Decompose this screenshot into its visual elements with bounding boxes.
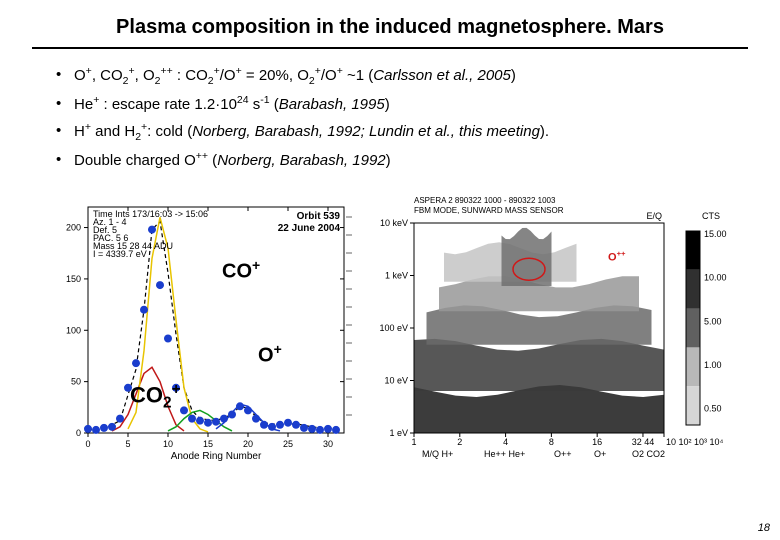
opp-label: O++ (608, 249, 626, 264)
svg-text:FBM MODE, SUNWARD MASS SENSOR: FBM MODE, SUNWARD MASS SENSOR (414, 206, 564, 215)
svg-text:E/Q: E/Q (646, 211, 662, 221)
svg-text:1: 1 (411, 437, 416, 447)
svg-text:0: 0 (76, 428, 81, 438)
svg-text:32 44: 32 44 (632, 437, 655, 447)
right-chart: ASPERA 2 890322 1000 - 890322 1003FBM MO… (374, 193, 734, 463)
bullet-item: •Double charged O++ (Norberg, Barabash, … (56, 148, 724, 173)
bullet-list: •O+, CO2+, O2++ : CO2+/O+ = 20%, O2+/O+ … (0, 63, 780, 173)
slide-title: Plasma composition in the induced magnet… (0, 0, 780, 47)
left-chart: 051015202530050100150200Time Ints 173/16… (40, 193, 360, 463)
svg-text:10: 10 (163, 439, 173, 449)
species-label: CO2+ (130, 381, 181, 413)
svg-text:200: 200 (66, 222, 81, 232)
species-label: O+ (258, 341, 282, 368)
bullet-item: •H+ and H2+: cold (Norberg, Barabash, 19… (56, 119, 724, 146)
bullet-item: •He+ : escape rate 1.2·1024 s-1 (Barabas… (56, 92, 724, 117)
svg-text:O2 CO2: O2 CO2 (632, 449, 665, 459)
svg-text:25: 25 (283, 439, 293, 449)
left-chart-svg: 051015202530050100150200Time Ints 173/16… (40, 193, 360, 463)
svg-text:Orbit 539: Orbit 539 (297, 211, 341, 222)
figure-row: 051015202530050100150200Time Ints 173/16… (0, 175, 780, 463)
svg-text:16: 16 (592, 437, 602, 447)
svg-text:He++ He+: He++ He+ (484, 449, 525, 459)
svg-text:2: 2 (457, 437, 462, 447)
svg-text:15: 15 (203, 439, 213, 449)
svg-text:O+: O+ (594, 449, 606, 459)
svg-text:4: 4 (503, 437, 508, 447)
svg-text:10 keV: 10 keV (380, 218, 408, 228)
svg-text:ASPERA 2 890322 1000 - 890322: ASPERA 2 890322 1000 - 890322 1003 (414, 196, 556, 205)
svg-text:20: 20 (243, 439, 253, 449)
svg-text:15.00: 15.00 (704, 229, 727, 239)
svg-text:100 eV: 100 eV (379, 323, 408, 333)
bullet-text: He+ : escape rate 1.2·1024 s-1 (Barabash… (74, 92, 390, 117)
svg-text:5.00: 5.00 (704, 316, 722, 326)
svg-text:CTS: CTS (702, 211, 720, 221)
title-underline (32, 47, 748, 49)
svg-text:1.00: 1.00 (704, 360, 722, 370)
svg-text:10 10² 10³ 10⁴: 10 10² 10³ 10⁴ (666, 437, 724, 447)
svg-text:M/Q H+: M/Q H+ (422, 449, 453, 459)
bullet-item: •O+, CO2+, O2++ : CO2+/O+ = 20%, O2+/O+ … (56, 63, 724, 90)
bullet-text: H+ and H2+: cold (Norberg, Barabash, 199… (74, 119, 549, 146)
svg-text:I = 4339.7 eV: I = 4339.7 eV (93, 249, 147, 259)
svg-text:Anode Ring Number: Anode Ring Number (171, 451, 262, 462)
svg-text:0.50: 0.50 (704, 403, 722, 413)
svg-text:100: 100 (66, 325, 81, 335)
svg-text:10 eV: 10 eV (384, 375, 408, 385)
svg-text:O++: O++ (554, 449, 572, 459)
bullet-text: O+, CO2+, O2++ : CO2+/O+ = 20%, O2+/O+ ~… (74, 63, 516, 90)
species-label: CO+ (222, 257, 260, 284)
svg-text:1 eV: 1 eV (389, 428, 408, 438)
svg-text:10.00: 10.00 (704, 272, 727, 282)
svg-text:0: 0 (85, 439, 90, 449)
svg-text:50: 50 (71, 376, 81, 386)
page-number: 18 (758, 522, 770, 534)
svg-text:22 June 2004: 22 June 2004 (278, 223, 341, 234)
svg-text:150: 150 (66, 274, 81, 284)
svg-text:30: 30 (323, 439, 333, 449)
svg-text:8: 8 (549, 437, 554, 447)
svg-text:1 keV: 1 keV (385, 270, 408, 280)
bullet-text: Double charged O++ (Norberg, Barabash, 1… (74, 148, 391, 173)
svg-text:5: 5 (125, 439, 130, 449)
right-chart-svg: ASPERA 2 890322 1000 - 890322 1003FBM MO… (374, 193, 734, 463)
